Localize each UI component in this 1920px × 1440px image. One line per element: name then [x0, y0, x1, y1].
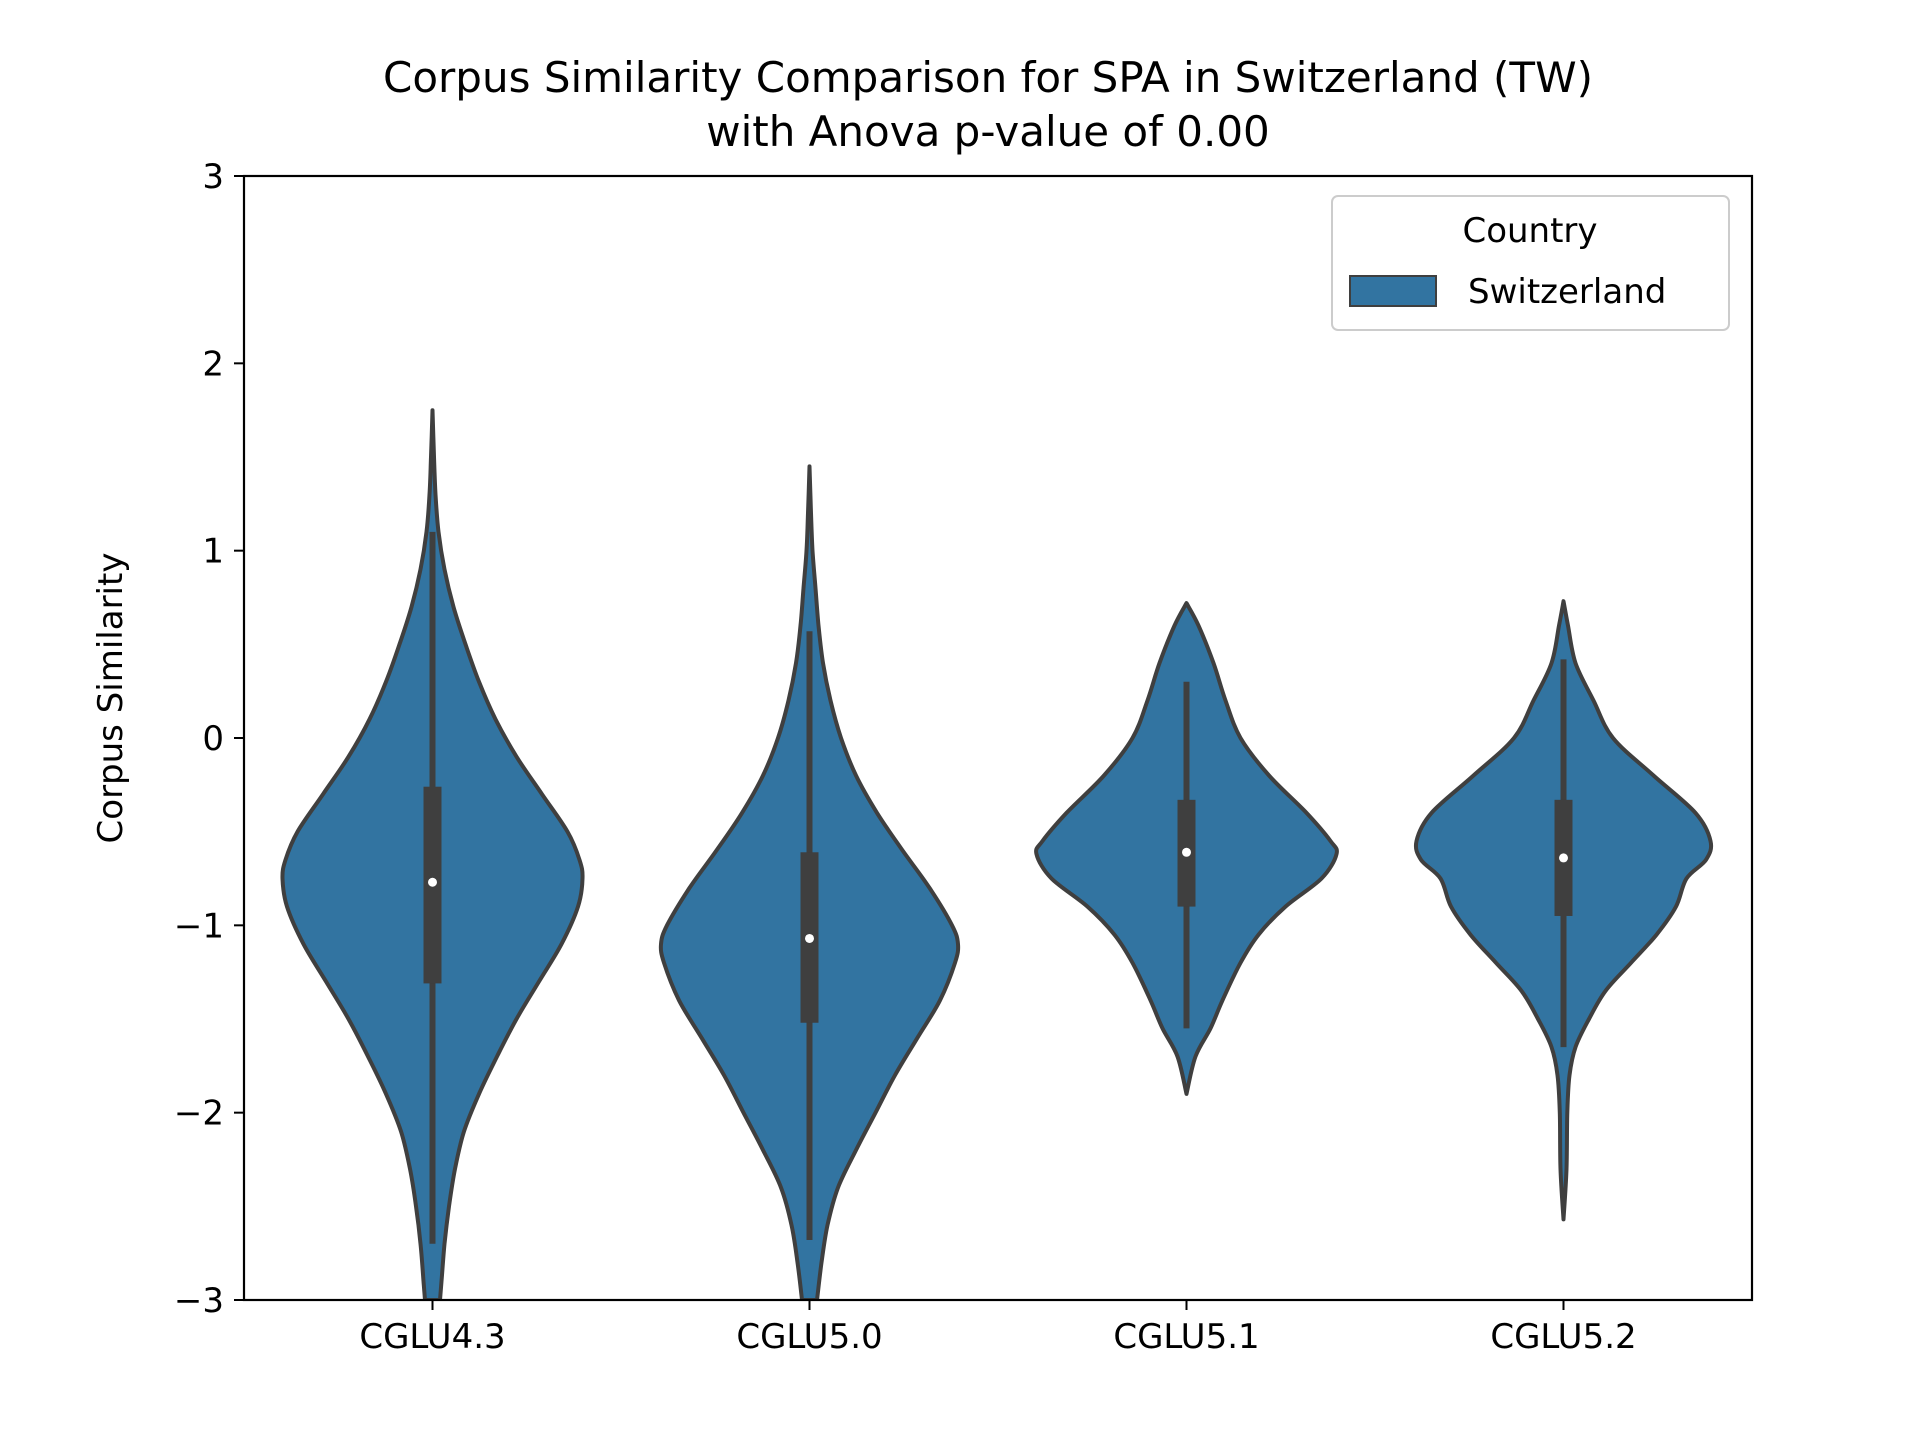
y-tick-label: 0 [202, 719, 224, 759]
legend: Country Switzerland [1331, 195, 1730, 331]
plot-area [280, 408, 1714, 1300]
violin-cglu4-3 [280, 408, 585, 1300]
y-tick-label: −3 [174, 1281, 224, 1321]
axes: −3 −2 −1 0 1 2 3 CGLU4.3 CGLU5.0 CGLU5.1 CGLU5.2 [174, 157, 1754, 1357]
violin-median-cglu5-2 [1559, 853, 1568, 863]
x-tick-label: CGLU5.0 [736, 1317, 882, 1357]
violin-median-cglu5-1 [1182, 847, 1191, 857]
violin-cglu5-2 [1413, 599, 1714, 1222]
legend-swatch-switzerland [1349, 275, 1437, 307]
violin-cglu5-0 [658, 464, 961, 1300]
violin-median-cglu5-0 [805, 933, 814, 943]
x-tick-label: CGLU5.2 [1490, 1317, 1636, 1357]
legend-entry-switzerland: Switzerland [1468, 272, 1666, 312]
chart-subtitle: with Anova p-value of 0.00 [706, 107, 1270, 156]
y-tick-label: −1 [174, 906, 224, 946]
chart-title: Corpus Similarity Comparison for SPA in … [383, 53, 1593, 102]
y-tick-label: 2 [202, 344, 224, 384]
y-tick-label: −2 [174, 1094, 224, 1134]
violin-cglu5-1 [1034, 601, 1339, 1096]
y-tick-label: 1 [202, 532, 224, 572]
x-tick-label: CGLU5.1 [1113, 1317, 1259, 1357]
x-tick-label: CGLU4.3 [359, 1317, 505, 1357]
y-tick-label: 3 [202, 157, 224, 197]
y-axis-label: Corpus Similarity [91, 553, 131, 844]
legend-title: Country [1462, 211, 1597, 251]
violin-median-cglu4-3 [428, 877, 437, 887]
